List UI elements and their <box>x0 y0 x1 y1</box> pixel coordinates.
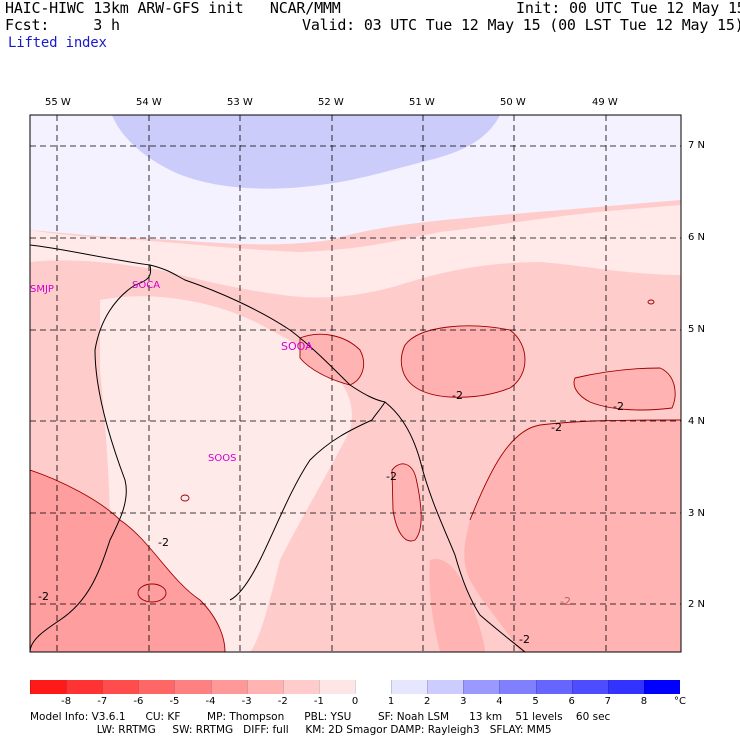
lat-label-2n: 2 N <box>688 599 706 610</box>
negative-li-patch-3 <box>464 420 681 652</box>
colorbar-swatch <box>102 680 139 694</box>
lat-label-4n: 4 N <box>688 416 706 427</box>
li-contour-6 <box>299 333 364 386</box>
li-contour-1 <box>400 325 526 398</box>
li-contour-5 <box>469 419 681 521</box>
colorbar-tick-label: -8 <box>61 696 72 707</box>
colorbar-swatch <box>282 680 319 694</box>
colorbar-tick-label: 5 <box>532 696 539 707</box>
colorbar-tick-label: -4 <box>205 696 216 707</box>
station-soca: SOCA <box>132 280 161 291</box>
contour-label: -2 <box>519 633 530 646</box>
li-contour-4 <box>30 469 226 652</box>
colorbar-tick-label: 2 <box>424 696 431 707</box>
lat-label-3n: 3 N <box>688 508 706 519</box>
colorbar-tick-label: 6 <box>568 696 575 707</box>
li-contour-3 <box>391 463 422 542</box>
init-time: Init: 00 UTC Tue 12 May 15 <box>516 0 740 17</box>
colorbar-swatch <box>427 680 464 694</box>
contour-label: -2 <box>452 389 463 402</box>
colorbar-swatch <box>354 680 392 694</box>
colorbar-swatch <box>391 680 428 694</box>
lon-label-53w: 53 W <box>227 97 253 108</box>
negative-li-patch-4 <box>574 368 676 410</box>
colorbar-swatch <box>210 680 247 694</box>
lat-label-6n: 6 N <box>688 232 706 243</box>
lon-label-52w: 52 W <box>318 97 344 108</box>
colorbar-unit: °C <box>674 696 686 707</box>
colorbar-tick-label: -5 <box>169 696 180 707</box>
negative-li-patch-7 <box>429 559 485 652</box>
negative-li-patch-1 <box>30 470 225 652</box>
station-sooa: SOOA <box>281 340 313 353</box>
lon-label-55w: 55 W <box>45 97 71 108</box>
border-suriname-guyana <box>30 264 152 652</box>
lat-label-7n: 7 N <box>688 140 706 151</box>
negative-li-patch-2 <box>401 325 525 398</box>
contour-label: -2 <box>386 470 397 483</box>
lat-label-5n: 5 N <box>688 324 706 335</box>
colorbar-tick-label: -6 <box>133 696 144 707</box>
negative-li-patch-6 <box>392 463 422 541</box>
li-contour-8 <box>137 583 167 603</box>
colorbar-swatch <box>499 680 536 694</box>
station-soos: SOOS <box>208 453 237 464</box>
map-frame <box>29 114 682 653</box>
colorbar-tick-label: -3 <box>241 696 252 707</box>
colorbar-swatch <box>246 680 283 694</box>
lon-label-54w: 54 W <box>136 97 162 108</box>
colorbar-tick-label: -2 <box>277 696 288 707</box>
valid-time: Valid: 03 UTC Tue 12 May 15 (00 LST Tue … <box>302 16 740 34</box>
border-suriname-fguiana <box>229 419 373 601</box>
colorbar-swatch <box>643 680 680 694</box>
contour-label: -2 <box>551 421 562 434</box>
lon-label-49w: 49 W <box>592 97 618 108</box>
colorbar-tick-label: -7 <box>97 696 108 707</box>
colorbar-tick-label: 8 <box>640 696 648 707</box>
colorbar-swatch <box>571 680 608 694</box>
model-info-line-1: Model Info: V3.6.1 CU: KF MP: Thompson P… <box>30 711 611 723</box>
contour-label: -2 <box>38 590 49 603</box>
colorbar-tick-label: 3 <box>460 696 467 707</box>
contour-label: -2 <box>560 595 571 608</box>
colorbar-tick-label: 1 <box>387 696 395 707</box>
model-info-line-2: LW: RRTMG SW: RRTMG DIFF: full KM: 2D Sm… <box>30 724 552 736</box>
li-contour-9 <box>647 299 655 305</box>
contour-label: -2 <box>158 536 169 549</box>
contour-label: -2 <box>613 400 624 413</box>
lon-label-51w: 51 W <box>409 97 435 108</box>
forecast-hour: Fcst: 3 h <box>5 16 120 34</box>
colorbar-swatch <box>174 680 211 694</box>
lon-label-50w: 50 W <box>500 97 526 108</box>
header-title: HAIC-HIWC 13km ARW-GFS init NCAR/MMM <box>5 0 341 17</box>
colorbar-swatch <box>535 680 572 694</box>
colorbar-swatch <box>463 680 500 694</box>
colorbar-swatch <box>318 680 355 694</box>
colorbar-tick-label: 4 <box>496 696 503 707</box>
coastline <box>30 244 526 652</box>
li-contour-2 <box>573 367 676 411</box>
colorbar-tick-label: 7 <box>604 696 611 707</box>
li-contour-7 <box>180 494 190 502</box>
colorbar-swatch <box>607 680 644 694</box>
zero-li-band <box>30 205 681 298</box>
positive-li-core <box>112 115 500 189</box>
colorbar-swatch <box>138 680 175 694</box>
colorbar-swatch <box>66 680 103 694</box>
colorbar-tick-label: 0 <box>351 696 359 707</box>
border-fguiana-brazil <box>371 401 386 421</box>
colorbar-swatch <box>30 680 67 694</box>
colorbar <box>30 680 680 694</box>
station-smjp: SMJP <box>30 284 54 295</box>
field-name: Lifted index <box>8 35 107 51</box>
colorbar-tick-label: -1 <box>313 696 324 707</box>
